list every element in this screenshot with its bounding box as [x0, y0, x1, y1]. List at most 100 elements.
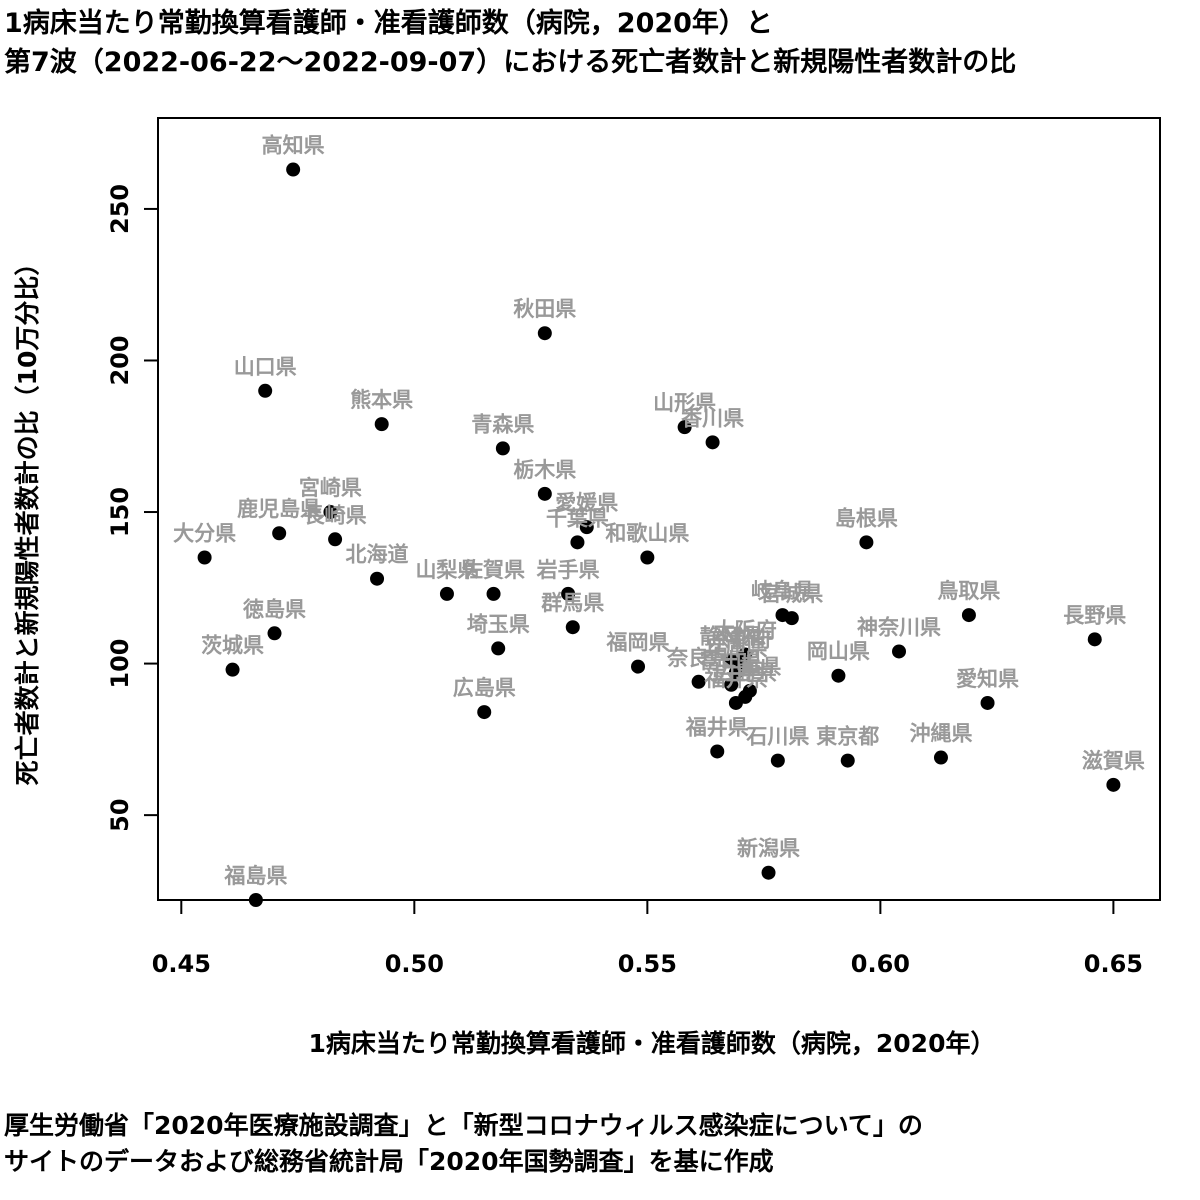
data-point	[258, 383, 273, 398]
data-point	[933, 750, 948, 765]
point-label: 福井県	[703, 667, 767, 691]
point-label: 岐阜県	[751, 579, 814, 603]
data-point	[565, 620, 580, 635]
data-point	[961, 608, 976, 623]
x-tick-label: 0.55	[618, 950, 677, 978]
data-point	[197, 550, 212, 565]
y-tick-label: 150	[106, 487, 134, 537]
data-point	[570, 535, 585, 550]
data-point	[439, 586, 454, 601]
data-point	[225, 662, 240, 677]
x-axis: 0.45 0.50 0.55 0.60 0.65	[152, 899, 1143, 978]
point-label: 福井県	[685, 715, 749, 739]
data-point	[537, 486, 552, 501]
data-point	[286, 162, 301, 177]
point-label: 神奈川県	[857, 615, 941, 639]
point-label: 静岡県	[700, 625, 763, 649]
point-label: 福岡県	[606, 631, 670, 655]
point-label: 奈良県	[666, 646, 730, 670]
point-label: 栃木県	[513, 458, 576, 482]
data-point	[561, 586, 576, 601]
x-tick-label: 0.45	[152, 950, 211, 978]
data-point	[980, 695, 995, 710]
point-label: 徳島県	[242, 597, 306, 621]
data-point	[770, 753, 785, 768]
x-tick-label: 0.50	[385, 950, 444, 978]
point-label: 宮城県	[760, 582, 823, 606]
point-label: 広島県	[453, 676, 516, 700]
data-point	[323, 505, 338, 520]
point-label: 和歌山県	[605, 521, 689, 545]
data-point	[724, 677, 739, 692]
point-label: 熊本県	[350, 388, 413, 412]
data-point	[1087, 632, 1102, 647]
point-label: 三重県	[718, 655, 781, 679]
data-point	[272, 526, 287, 541]
data-point	[831, 668, 846, 683]
x-tick-label: 0.65	[1084, 950, 1143, 978]
point-label: 長野県	[1063, 603, 1126, 627]
point-label: 愛知県	[956, 667, 1019, 691]
data-point	[267, 626, 282, 641]
data-point	[248, 893, 263, 907]
chart-title-line-2: 第7波（2022-06-22～2022-09-07）における死亡者数計と新規陽性…	[4, 47, 1017, 78]
data-point	[477, 705, 492, 720]
y-axis: 50 100 150 200 250	[106, 184, 159, 832]
point-label: 鳥取県	[937, 579, 1000, 603]
point-label: 佐賀県	[461, 558, 525, 582]
data-point	[1106, 777, 1121, 792]
point-label: 群馬県	[541, 591, 604, 615]
x-axis-label: 1病床当たり常勤換算看護師・准看護師数（病院，2020年）	[309, 1029, 996, 1058]
point-label: 宮崎県	[299, 476, 362, 500]
data-point	[579, 520, 594, 535]
point-label: 青森県	[471, 412, 534, 436]
x-tick-label: 0.60	[851, 950, 910, 978]
point-label: 富山県	[700, 649, 763, 673]
y-axis-label: 死亡者数計と新規陽性者数計の比（10万分比）	[13, 251, 42, 786]
data-point	[691, 674, 706, 689]
source-note: 厚生労働省「2020年医療施設調査」と「新型コロナウィルス感染症について」の サ…	[4, 1108, 923, 1180]
source-note-line-2: サイトのデータおよび総務省統計局「2020年国勢調査」を基に作成	[4, 1147, 774, 1176]
point-label: 島根県	[835, 506, 898, 530]
point-label: 滋賀県	[1082, 749, 1145, 773]
data-point	[710, 744, 725, 759]
data-point	[640, 550, 655, 565]
data-point	[840, 753, 855, 768]
y-tick-label: 100	[106, 639, 134, 689]
point-label: 香川県	[681, 406, 744, 430]
y-tick-label: 250	[106, 184, 134, 234]
chart-title: 1病床当たり常勤換算看護師・准看護師数（病院，2020年）と 第7波（2022-…	[4, 4, 1016, 82]
point-label: 千葉県	[546, 506, 609, 530]
point-label: 高知県	[262, 134, 325, 158]
chart-title-line-1: 1病床当たり常勤換算看護師・准看護師数（病院，2020年）と	[4, 8, 773, 39]
point-label: 兵庫県	[704, 637, 767, 661]
point-label: 秋田県	[513, 297, 576, 321]
data-point	[491, 641, 506, 656]
point-label: 京都府	[709, 628, 772, 652]
point-label: 大分県	[173, 521, 236, 545]
point-label: 大阪府	[714, 618, 777, 642]
y-tick-label: 50	[106, 798, 134, 831]
data-point	[537, 326, 552, 341]
point-label: 長崎県	[304, 503, 367, 527]
point-label: 山梨県	[415, 558, 478, 582]
data-point	[486, 586, 501, 601]
data-point	[370, 571, 385, 586]
point-label: 岩手県	[536, 558, 600, 582]
data-point	[892, 644, 907, 659]
data-point	[859, 535, 874, 550]
data-point	[328, 532, 343, 547]
point-label: 山口県	[234, 355, 297, 379]
point-label: 新潟県	[737, 837, 800, 861]
data-point	[495, 441, 510, 456]
point-label: 茨城県	[201, 634, 264, 658]
point-label: 岡山県	[807, 640, 870, 664]
point-label: 愛媛県	[555, 491, 618, 515]
point-label: 沖縄県	[909, 722, 972, 746]
point-label: 鹿児島県	[237, 497, 321, 521]
y-tick-label: 200	[106, 335, 134, 385]
data-point	[705, 435, 720, 450]
point-label: 石川県	[745, 725, 809, 749]
scatter-chart: 0.45 0.50 0.55 0.60 0.65 50 100 150 200 250 高知県秋…	[13, 117, 1161, 1058]
